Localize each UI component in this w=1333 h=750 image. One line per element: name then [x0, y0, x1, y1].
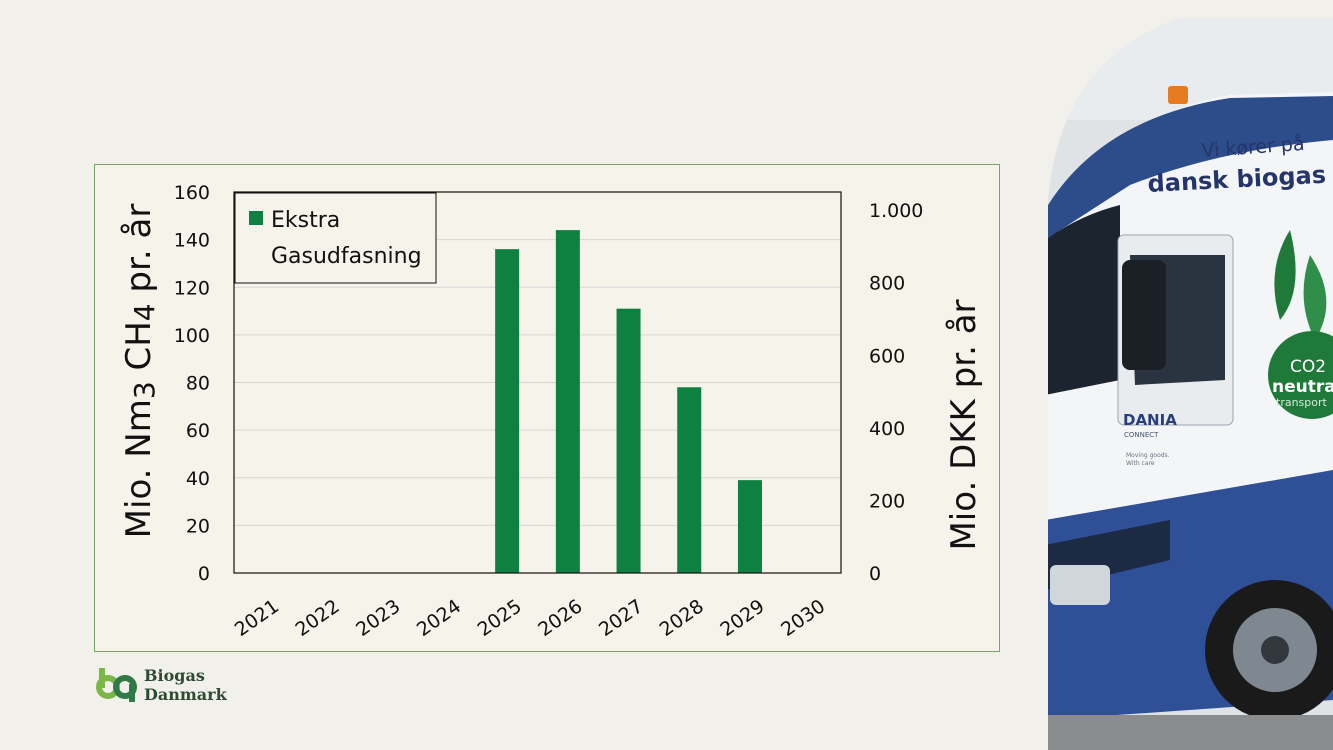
y-tick-label: 60: [186, 420, 210, 442]
x-tick-label: 2029: [716, 595, 768, 641]
x-tick-label: 2027: [595, 595, 647, 641]
y2-axis-title: Mio. DKK pr. år: [944, 299, 984, 550]
y2-tick-label: 0: [869, 563, 881, 585]
x-tick-label: 2022: [291, 595, 343, 641]
x-tick-label: 2026: [534, 595, 586, 641]
y-tick-label: 40: [186, 468, 210, 490]
badge-line1: CO2: [1290, 357, 1326, 377]
y2-axis-ticks: 0 200 400 600 800 1.000: [869, 200, 923, 585]
y-tick-label: 120: [174, 277, 210, 299]
bar: [495, 249, 520, 573]
y-tick-label: 160: [174, 182, 210, 204]
y2-tick-label: 400: [869, 418, 905, 440]
y-tick-label: 20: [186, 515, 210, 537]
x-tick-label: 2024: [413, 595, 465, 641]
truck-tagline-line2: With care: [1126, 460, 1155, 467]
y2-tick-label: 800: [869, 273, 905, 295]
legend-label-line2: Gasudfasning: [271, 244, 422, 269]
y-axis-title: Mio. Nm3 CH4 pr. år: [119, 204, 161, 539]
y-axis-ticks: 0 20 40 60 80 100 120 140 160: [174, 182, 210, 585]
y-tick-label: 0: [198, 563, 210, 585]
legend-label-line1: Ekstra: [271, 208, 340, 233]
truck-tagline-line1: Moving goods.: [1126, 452, 1170, 459]
logo-line2: Danmark: [144, 685, 227, 704]
x-tick-label: 2025: [474, 595, 526, 641]
y2-tick-label: 600: [869, 345, 905, 367]
plot-area-border: [233, 191, 842, 574]
chart-frame: 0 20 40 60 80 100 120 140 160 0 200 400 600 800 1.000…: [94, 164, 1000, 652]
y-tick-label: 140: [174, 230, 210, 252]
x-tick-label: 2023: [352, 595, 404, 641]
legend-swatch: [249, 211, 263, 225]
logo-line1: Biogas: [144, 666, 205, 685]
y2-tick-label: 200: [869, 490, 905, 512]
x-axis-ticks: 2021 2022 2023 2024 2025 2026 2027 2028 2029 2030: [231, 595, 830, 641]
bar: [737, 480, 762, 573]
badge-line3: transport: [1276, 396, 1328, 409]
bar: [555, 230, 580, 573]
bar-chart: 0 20 40 60 80 100 120 140 160 0 200 400 600 800 1.000…: [119, 182, 984, 641]
legend: Ekstra Gasudfasning: [234, 192, 437, 284]
y2-tick-label: 1.000: [869, 200, 923, 222]
x-tick-label: 2021: [231, 595, 283, 641]
bar: [677, 387, 702, 573]
logo-mark-icon: [96, 668, 137, 702]
y-tick-label: 100: [174, 325, 210, 347]
badge-line2: neutral: [1272, 377, 1333, 397]
truck-photo: Vi kører på dansk biogas CO2 neutral tra…: [1048, 18, 1333, 750]
x-tick-label: 2030: [777, 595, 829, 641]
x-tick-label: 2028: [656, 595, 708, 641]
logo-text: Biogas Danmark: [144, 666, 227, 704]
bars: [495, 230, 762, 573]
y-tick-label: 80: [186, 373, 210, 395]
truck-brand-sub: CONNECT: [1124, 431, 1159, 439]
truck-brand: DANIA: [1123, 411, 1177, 429]
bar: [616, 308, 641, 573]
biogas-danmark-logo: Biogas Danmark: [96, 666, 256, 706]
